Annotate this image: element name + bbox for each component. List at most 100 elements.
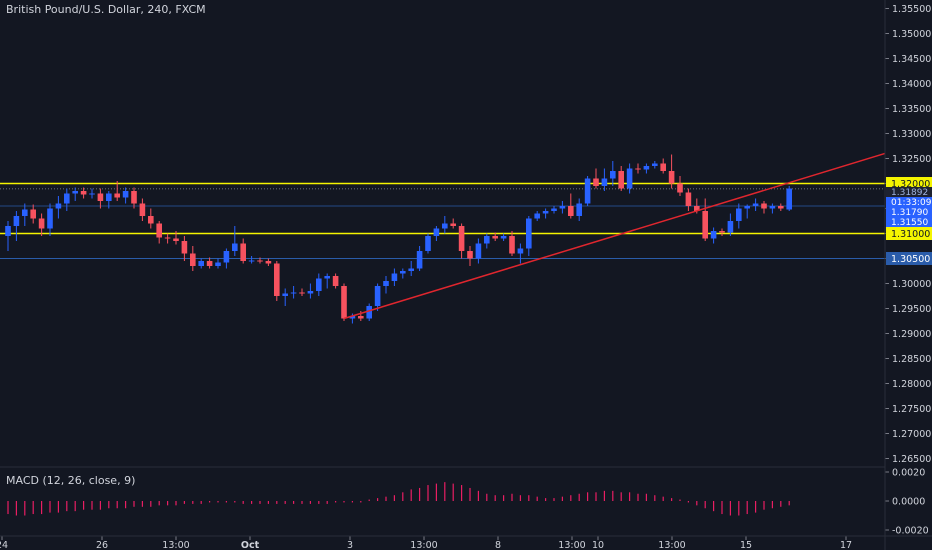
countdown-timer: 01:33:09 [891, 198, 932, 208]
candle-body [492, 236, 498, 239]
price-tick-label: 1.33000 [892, 129, 931, 140]
candle-body [710, 231, 717, 239]
candle-body [5, 226, 11, 236]
candle-body [173, 238, 179, 241]
candle-body [374, 286, 381, 306]
candle-body [265, 261, 272, 264]
price-tick-label: 1.28000 [892, 379, 931, 390]
price-tick-label: 1.27000 [892, 429, 931, 440]
candle-body [568, 206, 574, 216]
candle-body [509, 236, 515, 254]
candle-body [668, 171, 675, 184]
candle-body [240, 243, 246, 261]
price-tick-label: 1.34500 [892, 54, 931, 65]
candle-body [156, 223, 162, 238]
candle-body [366, 306, 372, 319]
thin-level-tag: 1.31550 [891, 218, 928, 228]
candle-body [635, 168, 641, 170]
candle-body [307, 291, 314, 294]
candle-body [677, 183, 683, 193]
candle-body [274, 263, 280, 296]
candle-body [257, 260, 263, 262]
candle-body [198, 261, 204, 266]
candle-body [517, 248, 524, 254]
candle-body [542, 211, 549, 214]
candle-body [500, 236, 507, 239]
candle-body [408, 268, 414, 271]
time-tick-label: Oct [241, 540, 260, 550]
last-price-tag: 1.31790 [891, 208, 928, 218]
candle-body [148, 216, 154, 224]
candle-body [727, 221, 734, 233]
candle-body [324, 276, 330, 279]
candle-body [400, 271, 406, 274]
candle-body [349, 316, 356, 319]
macd-tick-label: 0.0000 [892, 497, 925, 508]
dotted-level-tag-bg [886, 187, 932, 197]
candle-body [761, 203, 767, 209]
candle-body [341, 286, 347, 319]
price-tick-label: 1.30000 [892, 279, 931, 290]
candle-body [248, 260, 255, 262]
price-tick-label: 1.26500 [892, 454, 931, 465]
time-tick-label: 17 [840, 540, 852, 550]
time-tick-label: 8 [495, 540, 501, 550]
level-price-text: 1.30500 [891, 254, 930, 265]
time-tick-label: 26 [96, 540, 108, 550]
candle-body [215, 262, 221, 266]
candle-body [131, 191, 137, 204]
candle-body [425, 236, 431, 251]
candle-body [660, 163, 666, 171]
candle-body [643, 166, 650, 170]
time-tick-label: 15 [740, 540, 752, 550]
candle-body [719, 231, 725, 233]
candle-body [55, 203, 62, 209]
level-price-text: 1.32000 [891, 179, 930, 190]
candle-body [576, 203, 582, 216]
candle-body [64, 193, 70, 204]
candle-body [416, 251, 423, 269]
candle-body [190, 253, 196, 266]
chart-title: British Pound/U.S. Dollar, 240, FXCM [6, 3, 206, 16]
price-tick-label: 1.34000 [892, 79, 931, 90]
candle-body [89, 193, 95, 195]
candle-body [72, 191, 78, 194]
candle-body [786, 188, 792, 210]
candle-body [694, 206, 700, 211]
candle-body [13, 216, 20, 226]
macd-tick-label: -0.0020 [892, 526, 929, 537]
candle-body [383, 281, 389, 286]
candle-body [744, 206, 750, 209]
candle-body [702, 211, 708, 239]
trend-line[interactable] [343, 152, 886, 320]
time-tick-label: 13:00 [558, 540, 585, 550]
candle-body [778, 206, 784, 209]
price-tick-label: 1.27500 [892, 404, 931, 415]
candle-body [475, 243, 482, 259]
candle-body [467, 251, 473, 259]
time-tick-label: 3 [347, 540, 353, 550]
candle-body [223, 251, 230, 263]
candle-body [458, 226, 465, 251]
price-tick-label: 1.33500 [892, 104, 931, 115]
time-tick-label: 13:00 [410, 540, 437, 550]
level-price-tag [886, 227, 932, 240]
candle-body [769, 206, 776, 209]
price-tick-label: 1.29000 [892, 329, 931, 340]
candle-body [534, 213, 540, 219]
candle-body [164, 237, 171, 239]
candle-body [47, 208, 53, 229]
candle-body [484, 236, 490, 244]
level-price-tag [886, 177, 932, 190]
candle-body [80, 191, 87, 195]
candle-body [584, 178, 591, 204]
time-tick-label: 10 [592, 540, 604, 550]
price-tick-label: 1.32500 [892, 154, 931, 165]
candle-body [206, 261, 213, 266]
time-tick-label: 24 [0, 540, 8, 550]
countdown-timer-bg [886, 197, 932, 207]
candle-body [618, 171, 624, 189]
price-tick-label: 1.28500 [892, 354, 931, 365]
candle-body [391, 273, 398, 281]
